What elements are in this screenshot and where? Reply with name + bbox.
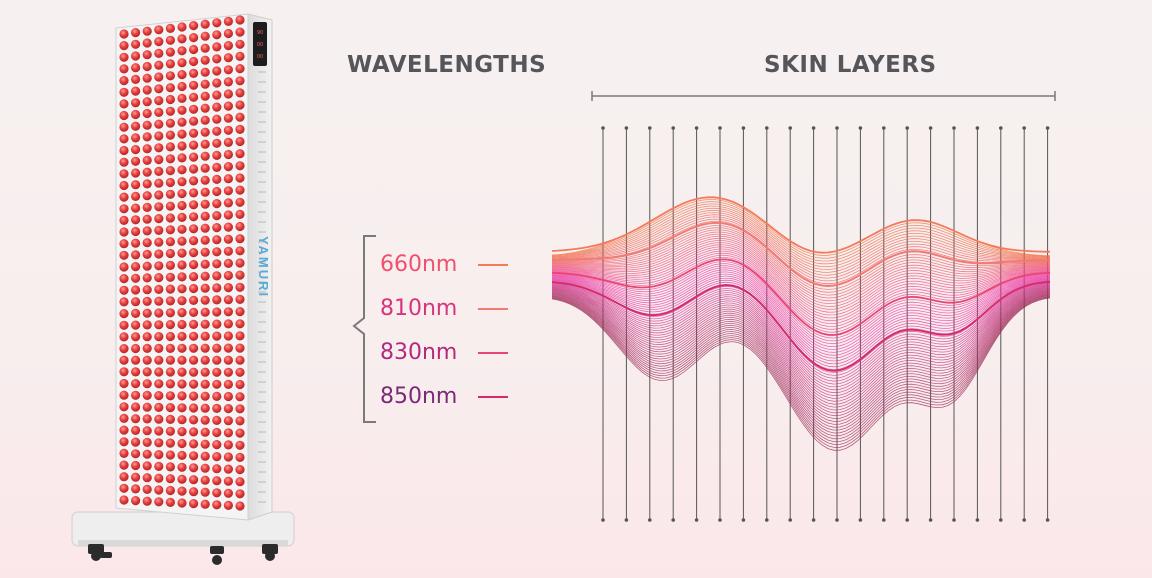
wave-line xyxy=(551,284,1051,388)
wave-line xyxy=(551,284,1051,391)
wave-line xyxy=(551,288,1051,408)
wave-line xyxy=(551,293,1051,431)
red-light-panel-device: 90 00 00 xyxy=(71,13,295,565)
wave-line xyxy=(551,288,1051,411)
wave-line xyxy=(551,220,1051,285)
wave-line xyxy=(551,287,1051,405)
wave-line xyxy=(551,250,1051,325)
wave-line xyxy=(551,244,1051,316)
wave-line xyxy=(551,285,1051,394)
wave-line xyxy=(551,267,1051,348)
wave-line xyxy=(551,199,1051,257)
skin-layers-heading: SKIN LAYERS xyxy=(764,52,937,78)
wave-line xyxy=(551,293,1051,434)
wave-line xyxy=(551,261,1051,339)
brand-logo: YAMURI xyxy=(256,236,271,299)
wave-line xyxy=(551,237,1051,307)
wave-line xyxy=(551,233,1051,302)
wave-highlight-1 xyxy=(551,196,1051,254)
svg-text:00: 00 xyxy=(257,54,263,60)
wave-line xyxy=(551,257,1051,333)
skin-layers-range-bar xyxy=(591,91,1056,101)
svg-text:90: 90 xyxy=(257,30,263,36)
wave-line xyxy=(551,279,1051,365)
wave-line xyxy=(551,225,1051,290)
wave-line xyxy=(551,275,1051,359)
wave-line xyxy=(551,242,1051,313)
wave-line xyxy=(551,203,1051,262)
control-display xyxy=(253,22,267,66)
wave-line xyxy=(551,296,1051,448)
svg-text:00: 00 xyxy=(257,42,263,48)
wave-highlight-2 xyxy=(551,222,1051,287)
wavelength-bracket xyxy=(352,235,376,423)
wavelengths-heading: WAVELENGTHS xyxy=(347,52,547,78)
wave-line xyxy=(552,231,1051,299)
wave-line xyxy=(551,248,1051,322)
wave-line xyxy=(551,285,1051,397)
wave-line xyxy=(551,281,1051,376)
wave-line xyxy=(551,295,1051,440)
wave-line xyxy=(551,239,1051,310)
wave-line xyxy=(551,269,1051,350)
wave-line xyxy=(551,212,1050,273)
wave-line xyxy=(551,218,1050,282)
wave-highlight-3 xyxy=(551,258,1051,336)
wavelength-label-2: 810nm xyxy=(380,296,458,321)
wavelength-label-3: 830nm xyxy=(380,340,458,365)
wheels xyxy=(88,544,278,565)
wave-line xyxy=(551,279,1051,368)
wave-highlight-4 xyxy=(551,280,1051,372)
wave-line xyxy=(551,287,1051,402)
wave-line xyxy=(551,294,1051,437)
wave-line xyxy=(551,207,1050,268)
wave-line xyxy=(551,297,1051,451)
wave-line xyxy=(551,265,1051,345)
wave-line xyxy=(551,216,1050,279)
wavelength-indicator-2 xyxy=(478,308,508,310)
wave-line xyxy=(552,227,1051,293)
wave-line xyxy=(551,246,1051,319)
wave-line xyxy=(551,214,1050,276)
wave-line xyxy=(551,283,1051,385)
wave-line xyxy=(551,209,1050,270)
wave-line xyxy=(551,277,1051,362)
wave-line xyxy=(551,290,1051,417)
wavelength-indicator-1 xyxy=(478,264,508,266)
wave-line xyxy=(551,286,1051,399)
wave-line xyxy=(551,290,1051,420)
wave-line xyxy=(551,292,1051,425)
wave-line xyxy=(551,254,1051,330)
wave-line xyxy=(551,271,1051,353)
wave-line xyxy=(551,296,1051,445)
wavelength-label-1: 660nm xyxy=(380,252,458,277)
wavelength-label-4: 850nm xyxy=(380,384,458,409)
wave-line xyxy=(551,289,1051,414)
wavelength-indicator-4 xyxy=(478,396,508,398)
wave-line xyxy=(551,263,1051,342)
wave-line xyxy=(551,281,1051,373)
wave-line xyxy=(551,282,1051,382)
wave-line xyxy=(551,292,1051,428)
wave-line xyxy=(552,229,1051,296)
wave-line xyxy=(551,273,1051,356)
wave-line xyxy=(552,235,1051,305)
wavelength-wave-bundle xyxy=(551,196,1051,451)
wave-line xyxy=(551,201,1051,259)
wave-line xyxy=(551,252,1051,327)
wavelength-indicator-3 xyxy=(478,352,508,354)
wave-line xyxy=(551,291,1051,422)
wave-line xyxy=(551,282,1051,379)
wave-line xyxy=(551,205,1051,265)
wave-line xyxy=(551,295,1051,443)
